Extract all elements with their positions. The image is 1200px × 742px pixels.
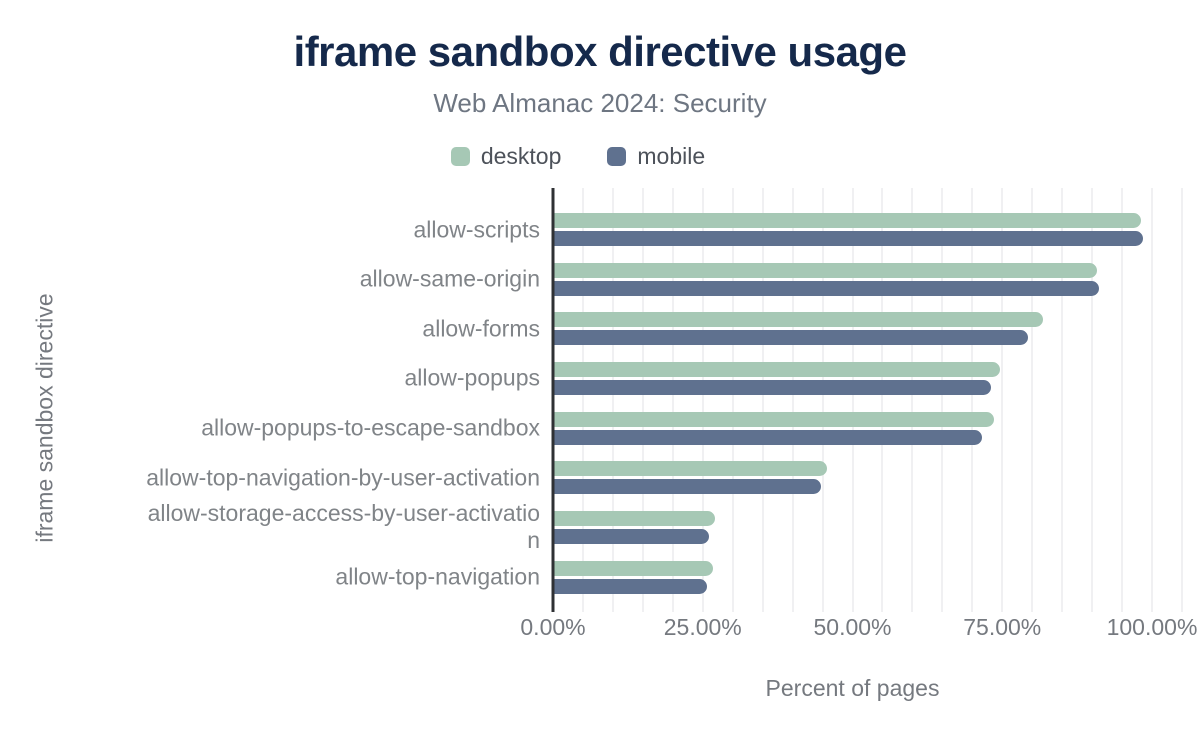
gridline-85 <box>1061 188 1064 612</box>
category-label-allow-storage-access-by-user-activation: allow-storage-access-by-user-activatio n <box>120 500 540 554</box>
y-axis-title: iframe sandbox directive <box>31 293 58 543</box>
category-label-line: allow-top-navigation <box>335 563 540 590</box>
y-axis-line <box>551 188 555 612</box>
legend-swatch-desktop <box>450 147 470 166</box>
gridline-40 <box>791 188 794 612</box>
chart-title: iframe sandbox directive usage <box>293 28 907 75</box>
gridline-95 <box>1121 188 1124 612</box>
bar-desktop-allow-scripts[interactable] <box>553 213 1142 228</box>
bar-mobile-allow-forms[interactable] <box>553 330 1028 346</box>
gridline-20 <box>671 188 674 612</box>
gridline-35 <box>761 188 764 612</box>
legend-item-desktop[interactable]: desktop <box>450 143 562 170</box>
bar-mobile-allow-top-navigation[interactable] <box>553 578 707 594</box>
legend-label-desktop: desktop <box>480 143 562 169</box>
gridline-65 <box>941 188 944 612</box>
category-label-allow-forms: allow-forms <box>120 315 540 342</box>
bar-mobile-allow-scripts[interactable] <box>553 231 1143 246</box>
gridline-5 <box>581 188 584 612</box>
category-label-allow-popups-to-escape-sandbox: allow-popups-to-escape-sandbox <box>120 415 540 442</box>
chart-subtitle: Web Almanac 2024: Security <box>433 88 767 118</box>
bar-mobile-allow-same-origin[interactable] <box>553 280 1100 296</box>
x-axis-title: Percent of pages <box>765 675 940 701</box>
category-label-line: allow-scripts <box>413 216 540 242</box>
bar-mobile-allow-top-navigation-by-user-activation[interactable] <box>553 479 821 495</box>
gridline-90 <box>1091 188 1094 612</box>
plot-area: 0.00% 25.00% 50.00% 75.00% 100.00% <box>520 188 1197 640</box>
gridline-55 <box>881 188 884 612</box>
y-axis-category-labels: allow-scripts allow-same-origin allow-form… <box>120 188 540 604</box>
x-tick-label-50: 50.00% <box>813 614 892 640</box>
gridline-80 <box>1031 188 1034 612</box>
bar-desktop-allow-same-origin[interactable] <box>553 262 1097 278</box>
bar-mobile-allow-popups[interactable] <box>553 379 991 395</box>
category-label-line: n <box>527 527 540 554</box>
legend: desktop mobile <box>0 143 1178 170</box>
gridline-75 <box>1001 188 1004 612</box>
gridline-45 <box>821 188 824 612</box>
category-label-line: allow-popups <box>404 364 540 391</box>
category-label-allow-popups: allow-popups <box>120 365 540 392</box>
legend-item-mobile[interactable]: mobile <box>607 143 705 170</box>
x-tick-label-100: 100.00% <box>1106 614 1198 640</box>
category-label-allow-same-origin: allow-same-origin <box>120 266 540 293</box>
gridline-50 <box>851 188 854 612</box>
x-tick-label-25: 25.00% <box>663 614 742 640</box>
category-label-allow-top-navigation-by-user-activation: allow-top-navigation-by-user-activation <box>120 464 540 491</box>
gridline-70 <box>971 188 974 612</box>
category-label-line: allow-popups-to-escape-sandbox <box>201 414 540 441</box>
category-label-line: allow-same-origin <box>359 265 540 292</box>
gridline-100 <box>1151 188 1153 612</box>
gridline-25 <box>701 188 704 612</box>
gridline-10 <box>611 188 614 612</box>
gridline-105 <box>1180 188 1183 612</box>
legend-swatch-mobile <box>607 147 627 166</box>
category-label-allow-scripts: allow-scripts <box>120 216 540 243</box>
bar-desktop-allow-top-navigation-by-user-activation[interactable] <box>553 461 827 477</box>
bar-desktop-allow-forms[interactable] <box>553 312 1043 328</box>
gridline-60 <box>911 188 914 612</box>
bar-desktop-allow-storage-access-by-user-activation[interactable] <box>553 510 715 526</box>
category-label-line: allow-top-navigation-by-user-activation <box>146 464 540 491</box>
bar-mobile-allow-storage-access-by-user-activation[interactable] <box>553 528 709 544</box>
x-tick-label-75: 75.00% <box>963 614 1042 640</box>
x-tick-label-0: 0.00% <box>520 614 586 640</box>
bar-mobile-allow-popups-to-escape-sandbox[interactable] <box>553 429 982 445</box>
category-label-allow-top-navigation: allow-top-navigation <box>120 564 540 591</box>
gridline-15 <box>641 188 644 612</box>
gridline-30 <box>731 188 734 612</box>
legend-label-mobile: mobile <box>637 143 706 169</box>
bar-desktop-allow-popups[interactable] <box>553 361 1000 377</box>
bar-desktop-allow-popups-to-escape-sandbox[interactable] <box>553 411 994 427</box>
bar-desktop-allow-top-navigation[interactable] <box>553 560 713 576</box>
category-label-line: allow-forms <box>422 315 540 342</box>
category-label-line: allow-storage-access-by-user-activatio <box>147 500 540 527</box>
